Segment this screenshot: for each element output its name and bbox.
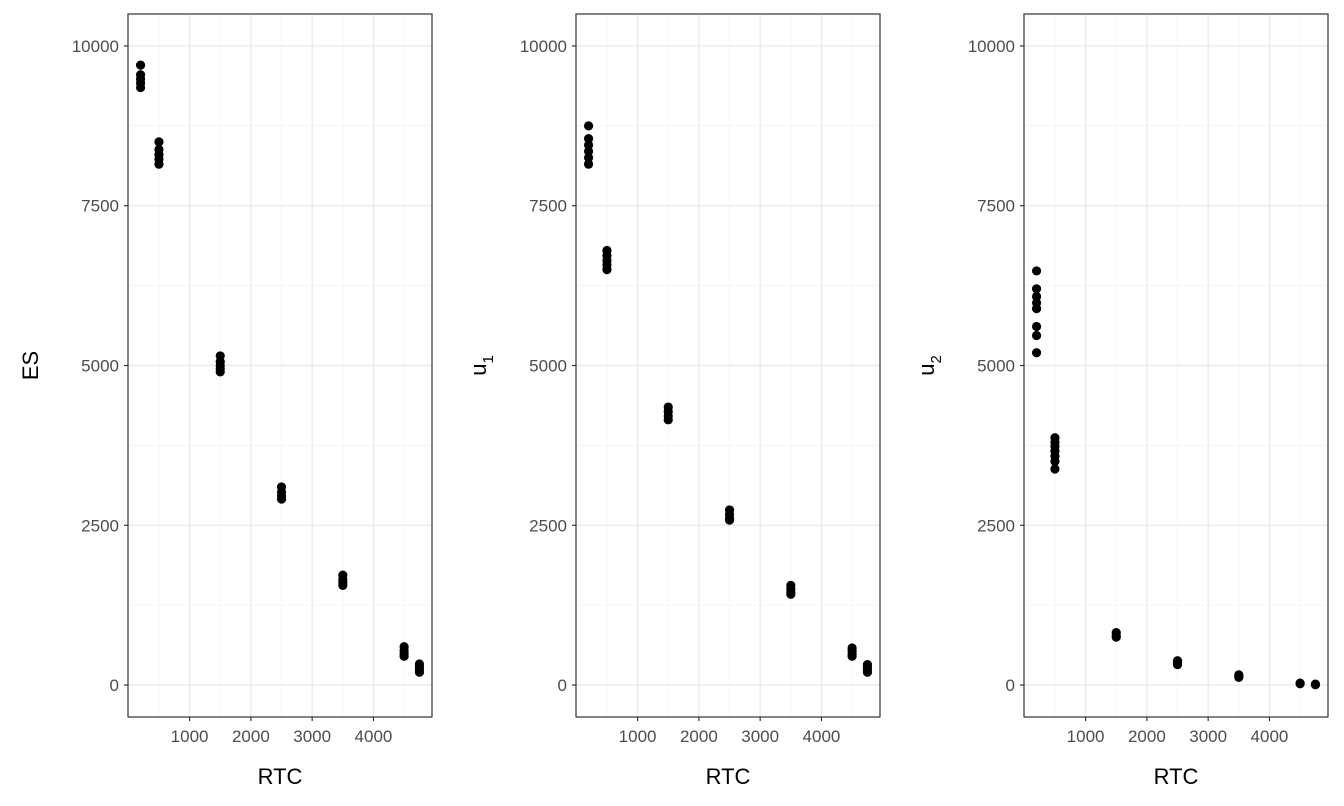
y-tick-label: 10000 <box>72 37 119 56</box>
data-point <box>1031 330 1042 341</box>
data-point <box>135 82 146 93</box>
x-tick-label: 3000 <box>1189 727 1227 746</box>
data-point <box>583 140 594 150</box>
y-tick-label: 5000 <box>81 357 119 376</box>
data-point <box>1050 464 1060 474</box>
y-tick-label: 7500 <box>529 197 567 216</box>
data-point <box>1295 679 1305 689</box>
x-tick-label: 2000 <box>1128 727 1166 746</box>
data-point <box>1310 680 1321 690</box>
data-point <box>583 134 594 144</box>
data-point <box>847 651 857 661</box>
data-point <box>583 159 594 169</box>
data-point <box>154 137 164 147</box>
data-point <box>663 415 673 425</box>
panel-u2: 1000 2000 3000 4000 0 2500 5000 7500 10000 RTC u2 <box>914 13 1329 789</box>
data-point <box>724 515 735 525</box>
y-tick-label: 0 <box>1006 676 1015 695</box>
x-axis-title: RTC <box>258 764 303 789</box>
data-point <box>583 153 594 163</box>
data-point <box>414 667 425 677</box>
data-point <box>1050 456 1060 466</box>
y-axis-title: u1 <box>466 355 497 376</box>
x-tick-label: 1000 <box>619 727 657 746</box>
data-point <box>602 265 612 275</box>
data-point <box>276 494 287 504</box>
x-tick-label: 1000 <box>171 727 209 746</box>
y-axis-title: ES <box>18 351 43 380</box>
x-tick-label: 1000 <box>1067 727 1105 746</box>
panel-u1: 1000 2000 3000 4000 0 2500 5000 7500 10000 RTC u1 <box>466 13 881 789</box>
data-point <box>1172 659 1183 670</box>
y-tick-label: 0 <box>558 676 567 695</box>
data-point <box>154 159 164 169</box>
x-tick-label: 2000 <box>680 727 718 746</box>
x-axis-title: RTC <box>706 764 751 789</box>
data-point <box>583 121 594 131</box>
x-axis-title: RTC <box>1154 764 1199 789</box>
y-tick-label: 5000 <box>529 357 567 376</box>
data-point <box>1031 348 1042 358</box>
x-tick-label: 4000 <box>803 727 841 746</box>
data-point <box>1234 672 1244 682</box>
y-tick-label: 10000 <box>968 37 1015 56</box>
x-tick-label: 4000 <box>355 727 393 746</box>
panel-border <box>575 13 881 718</box>
data-point <box>1111 632 1121 642</box>
x-tick-label: 4000 <box>1251 727 1289 746</box>
y-tick-label: 5000 <box>977 357 1015 376</box>
data-point <box>1031 266 1042 276</box>
x-tick-label: 2000 <box>232 727 270 746</box>
y-tick-label: 0 <box>110 676 119 695</box>
y-tick-label: 2500 <box>81 516 119 535</box>
data-point <box>786 589 796 599</box>
panel-es: 1000 2000 3000 4000 0 2500 5000 7500 10000 RTC ES <box>18 13 433 789</box>
y-axis-title-main: u <box>466 364 491 376</box>
y-tick-label: 7500 <box>81 197 119 216</box>
y-axis-title-subscript: 2 <box>928 355 945 363</box>
panel-border <box>127 13 433 718</box>
y-axis-title: u2 <box>914 355 945 376</box>
y-tick-label: 2500 <box>529 516 567 535</box>
x-tick-label: 3000 <box>293 727 331 746</box>
panel-border <box>1023 13 1329 718</box>
data-point <box>1031 321 1042 332</box>
x-tick-label: 3000 <box>741 727 779 746</box>
data-point <box>583 146 594 157</box>
data-point <box>862 667 873 677</box>
data-point <box>215 367 225 377</box>
data-point <box>399 651 409 661</box>
data-point <box>338 580 348 590</box>
data-point <box>1031 304 1042 314</box>
y-tick-label: 2500 <box>977 516 1015 535</box>
y-tick-label: 10000 <box>520 37 567 56</box>
y-tick-label: 7500 <box>977 197 1015 216</box>
y-axis-title-subscript: 1 <box>480 355 497 363</box>
y-axis-title-main: u <box>914 364 939 376</box>
data-point <box>1031 291 1042 302</box>
y-axis-title-main: ES <box>18 351 43 380</box>
data-point <box>1031 284 1042 294</box>
data-point <box>135 60 146 70</box>
